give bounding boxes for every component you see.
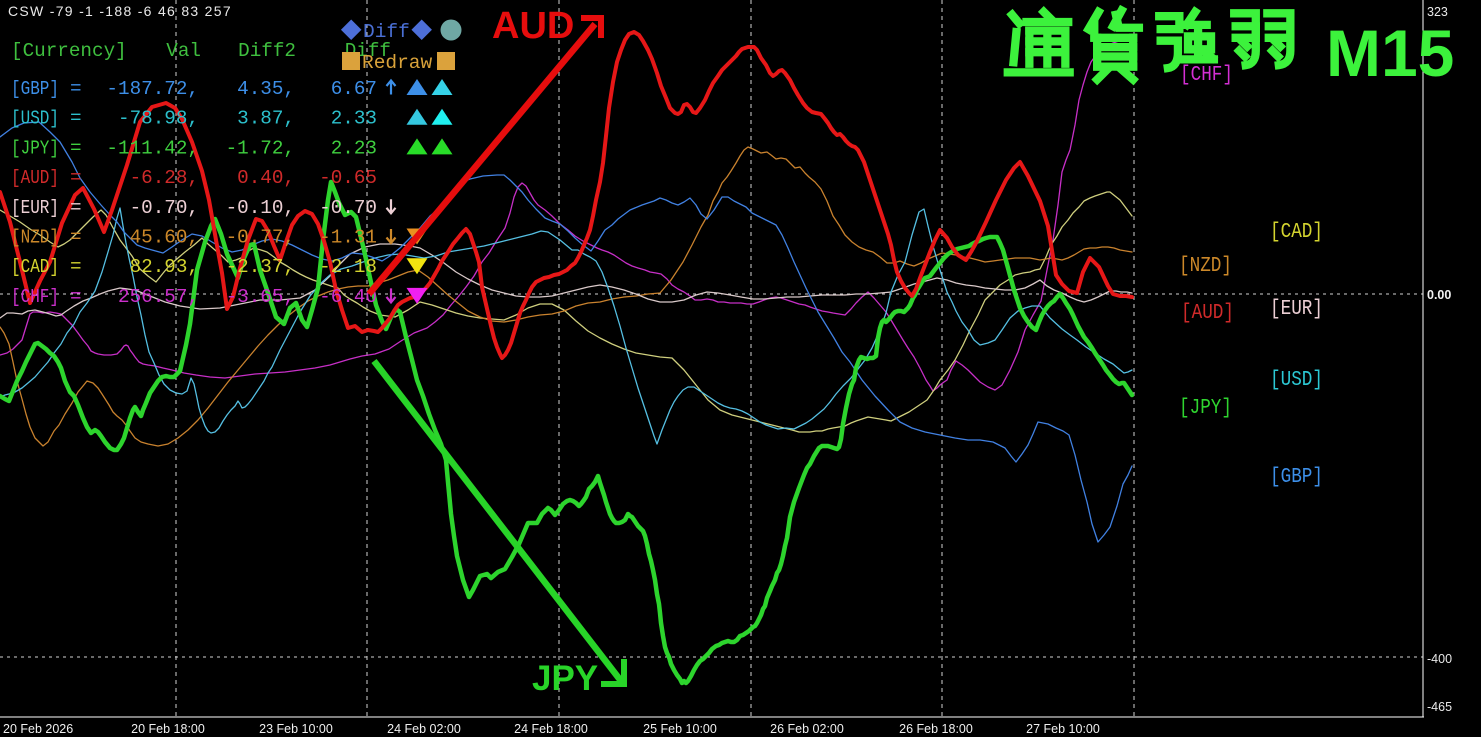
svg-text:[CHF]: [CHF]: [11, 286, 59, 308]
svg-text:25 Feb 10:00: 25 Feb 10:00: [643, 722, 717, 736]
svg-text:[EUR]: [EUR]: [1270, 298, 1323, 321]
svg-text:[Currency]: [Currency]: [11, 40, 127, 62]
svg-text:23 Feb 10:00: 23 Feb 10:00: [259, 722, 333, 736]
svg-text:24 Feb 18:00: 24 Feb 18:00: [514, 722, 588, 736]
svg-text:[USD]: [USD]: [11, 108, 59, 130]
svg-text:24 Feb 02:00: 24 Feb 02:00: [387, 722, 461, 736]
svg-text:[CAD]: [CAD]: [11, 256, 59, 278]
svg-text:M15: M15: [1326, 16, 1454, 90]
svg-text:-187.72,: -187.72,: [106, 78, 199, 100]
svg-text:[AUD]: [AUD]: [11, 167, 59, 189]
svg-text:-0.70: -0.70: [319, 197, 377, 219]
svg-text:3.87,: 3.87,: [237, 108, 295, 130]
svg-text:-2.37,: -2.37,: [226, 256, 295, 278]
svg-text:-400: -400: [1427, 652, 1452, 666]
svg-text:Diff: Diff: [363, 21, 410, 43]
svg-text:2.33: 2.33: [331, 108, 377, 130]
svg-text:26 Feb 18:00: 26 Feb 18:00: [899, 722, 973, 736]
svg-text:[GBP]: [GBP]: [11, 78, 59, 100]
svg-text:=: =: [70, 78, 82, 100]
svg-text:20 Feb 2026: 20 Feb 2026: [3, 722, 73, 736]
svg-text:0.00: 0.00: [1427, 288, 1451, 302]
svg-text:[NZD]: [NZD]: [11, 227, 59, 249]
svg-text:-1.31: -1.31: [319, 227, 377, 249]
svg-text:=: =: [70, 108, 82, 130]
svg-text:[EUR]: [EUR]: [11, 197, 59, 219]
svg-text:[USD]: [USD]: [1270, 369, 1323, 392]
svg-text:[NZD]: [NZD]: [1179, 255, 1232, 278]
svg-text:AUD: AUD: [492, 5, 574, 47]
svg-text:=: =: [70, 227, 82, 249]
svg-text:[JPY]: [JPY]: [11, 137, 59, 159]
svg-text:-6.28,: -6.28,: [130, 167, 199, 189]
svg-text:45.60,: 45.60,: [130, 227, 199, 249]
svg-text:-465: -465: [1427, 700, 1452, 714]
svg-text:[CHF]: [CHF]: [1180, 64, 1233, 87]
svg-text:0.40,: 0.40,: [237, 167, 295, 189]
svg-text:=: =: [70, 286, 82, 308]
svg-text:323: 323: [1427, 5, 1448, 19]
svg-text:82.93,: 82.93,: [130, 256, 199, 278]
svg-text:20 Feb 18:00: 20 Feb 18:00: [131, 722, 205, 736]
svg-text:=: =: [70, 256, 82, 278]
svg-text:CSW -79 -1 -188 -6 46 83 257: CSW -79 -1 -188 -6 46 83 257: [8, 3, 232, 19]
svg-text:-78.98,: -78.98,: [118, 108, 199, 130]
svg-text:JPY: JPY: [532, 659, 598, 698]
svg-text:27 Feb 10:00: 27 Feb 10:00: [1026, 722, 1100, 736]
svg-text:[CAD]: [CAD]: [1270, 221, 1323, 244]
svg-text:-0.10,: -0.10,: [226, 197, 295, 219]
svg-text:-3.65,: -3.65,: [226, 286, 295, 308]
svg-text:[GBP]: [GBP]: [1270, 466, 1323, 489]
svg-text:Diff2: Diff2: [238, 40, 296, 62]
svg-text:Val: Val: [166, 40, 201, 62]
svg-text:-111.42,: -111.42,: [106, 137, 199, 159]
svg-text:[JPY]: [JPY]: [1179, 397, 1232, 420]
svg-text:4.35,: 4.35,: [237, 78, 295, 100]
svg-text:6.67: 6.67: [331, 78, 377, 100]
svg-text:256.57,: 256.57,: [118, 286, 199, 308]
svg-text:-0.70,: -0.70,: [130, 197, 199, 219]
svg-text:-6.40: -6.40: [319, 286, 377, 308]
svg-text:=: =: [70, 167, 82, 189]
svg-text:-2.18: -2.18: [319, 256, 377, 278]
svg-text:Redraw: Redraw: [362, 52, 433, 74]
svg-text:-0.77,: -0.77,: [226, 227, 295, 249]
svg-text:=: =: [70, 137, 82, 159]
svg-text:26 Feb 02:00: 26 Feb 02:00: [770, 722, 844, 736]
svg-text:[AUD]: [AUD]: [1181, 302, 1234, 325]
svg-text:-0.65: -0.65: [319, 167, 377, 189]
svg-text:-1.72,: -1.72,: [226, 137, 295, 159]
svg-text:2.23: 2.23: [331, 137, 377, 159]
svg-text:=: =: [70, 197, 82, 219]
